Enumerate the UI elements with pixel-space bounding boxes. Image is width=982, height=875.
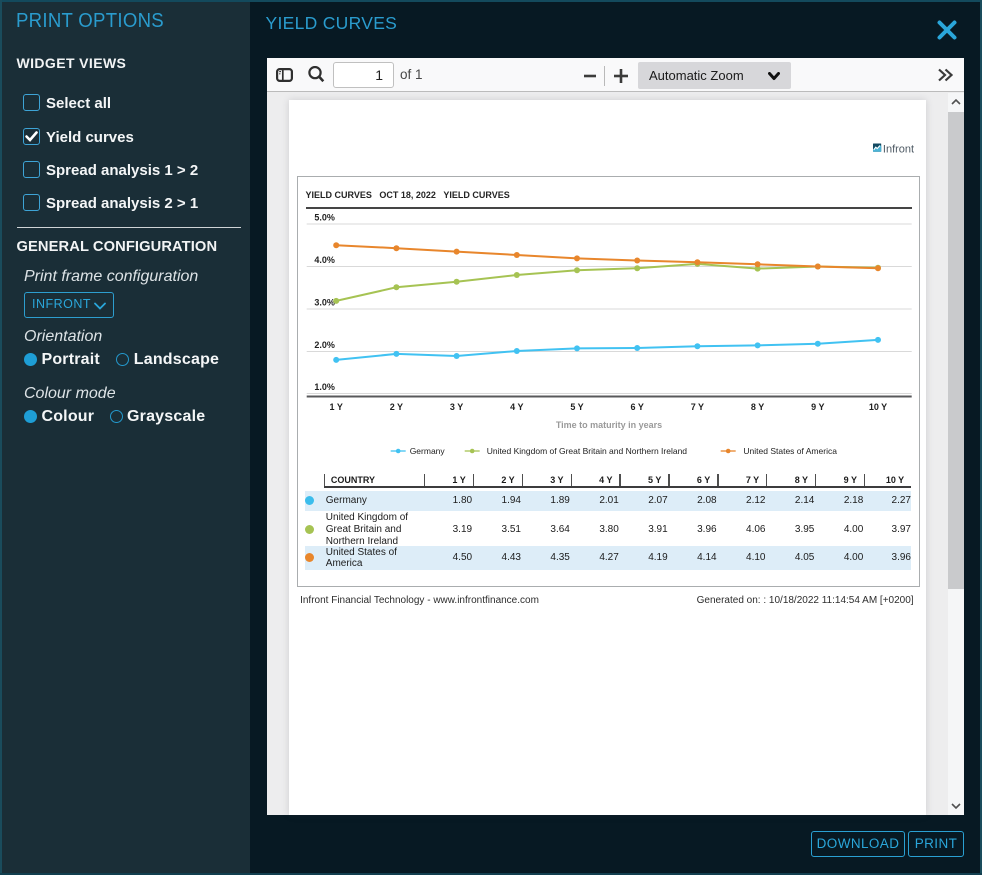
- svg-text:1.0%: 1.0%: [314, 382, 335, 392]
- svg-text:Time to maturity in years: Time to maturity in years: [556, 420, 662, 430]
- svg-text:6 Y: 6 Y: [631, 402, 644, 412]
- svg-text:10 Y: 10 Y: [869, 402, 887, 412]
- svg-text:3 Y: 3 Y: [450, 402, 463, 412]
- svg-text:5 Y: 5 Y: [570, 402, 583, 412]
- svg-text:Germany: Germany: [410, 446, 446, 456]
- svg-text:United States of America: United States of America: [743, 446, 837, 456]
- svg-text:2.0%: 2.0%: [314, 340, 335, 350]
- svg-text:7 Y: 7 Y: [691, 402, 704, 412]
- svg-text:4.0%: 4.0%: [314, 255, 335, 265]
- svg-text:5.0%: 5.0%: [314, 212, 335, 222]
- svg-text:United Kingdom of Great Britai: United Kingdom of Great Britain and Nort…: [487, 446, 688, 456]
- svg-text:4 Y: 4 Y: [510, 402, 523, 412]
- svg-text:9 Y: 9 Y: [811, 402, 824, 412]
- svg-text:2 Y: 2 Y: [390, 402, 403, 412]
- svg-text:Infront: Infront: [882, 143, 913, 155]
- svg-text:3.0%: 3.0%: [314, 297, 335, 307]
- svg-text:8 Y: 8 Y: [751, 402, 764, 412]
- svg-text:1 Y: 1 Y: [330, 402, 343, 412]
